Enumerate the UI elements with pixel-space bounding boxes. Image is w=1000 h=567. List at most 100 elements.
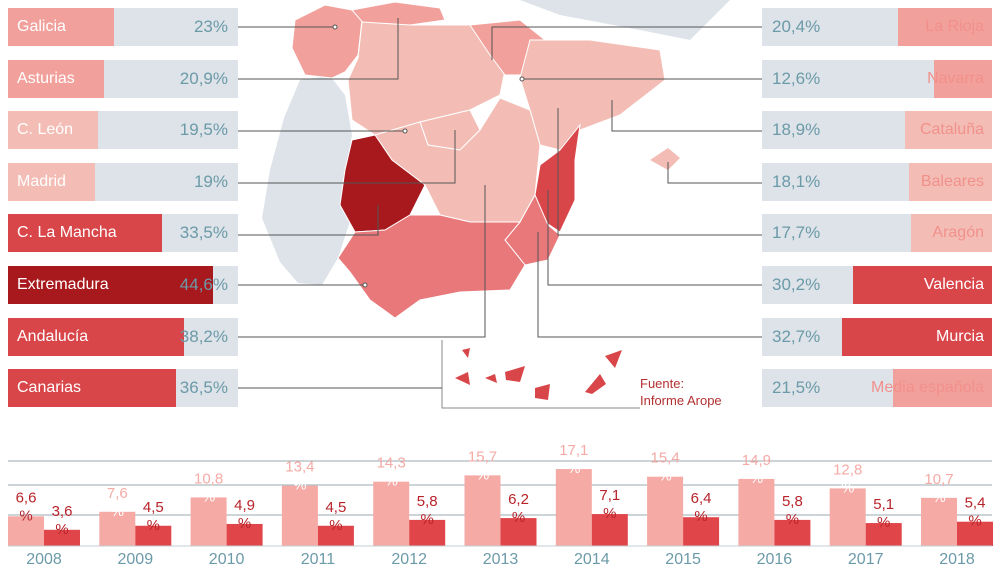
unit-label-series-1: % <box>567 460 580 477</box>
region-row: Asturias 20,9% <box>8 59 238 98</box>
data-label-series-1: 10,7 <box>924 471 953 488</box>
region-row: Cataluña 18,9% <box>762 111 992 150</box>
leader-lines <box>238 18 762 389</box>
bar-series-1 <box>921 497 957 546</box>
unit-label-series-1: % <box>111 503 124 520</box>
region-value-bar <box>893 369 992 408</box>
region-value-bar <box>934 59 992 98</box>
region-name: Andalucía <box>17 327 89 345</box>
data-label-series-1: 17,1 <box>559 442 588 459</box>
data-label-series-2: 3,6 <box>52 503 73 520</box>
region-percent: 32,7% <box>772 326 821 346</box>
data-label-series-2: 5,1 <box>873 496 894 513</box>
region-name: La Rioja <box>925 18 984 35</box>
region-row: Canarias 36,5% <box>8 369 238 408</box>
unit-label-series-2: % <box>786 511 799 528</box>
region-row: Murcia 32,7% <box>762 317 992 356</box>
data-label-series-1: 13,4 <box>285 459 314 476</box>
region-percent: 12,6% <box>772 68 821 88</box>
bar-series-2 <box>226 523 263 546</box>
year-tick-label: 2017 <box>848 551 884 567</box>
data-label-series-2: 6,2 <box>508 491 529 508</box>
region-value-bar <box>8 369 176 408</box>
region-value-bar <box>853 266 992 304</box>
bar-series-2 <box>44 529 80 546</box>
region-name: Extremadura <box>17 276 109 293</box>
bar-series-2 <box>135 525 172 546</box>
data-label-series-1: 7,6 <box>107 485 128 502</box>
unit-label-series-2: % <box>603 505 616 522</box>
bar-series-1 <box>281 485 318 546</box>
unit-label-series-1: % <box>932 489 945 506</box>
unit-label-series-1: % <box>293 477 306 494</box>
region-name: Cataluña <box>919 121 984 139</box>
year-tick-label: 2015 <box>665 551 701 567</box>
region-value-bar <box>8 162 96 201</box>
region-percent: 23% <box>193 17 228 36</box>
data-label-series-1: 10,8 <box>194 470 223 487</box>
region-row: Media española 21,5% <box>762 369 992 408</box>
bar-series-2 <box>409 519 446 546</box>
unit-label-series-2: % <box>329 517 342 534</box>
unit-label-series-2: % <box>147 517 160 534</box>
data-label-series-1: 6,6 <box>16 489 37 506</box>
region-name: Aragón <box>932 224 984 242</box>
unit-label-series-2: % <box>968 513 981 530</box>
unit-label-series-1: % <box>19 507 32 524</box>
region-galicia <box>291 4 363 79</box>
region-castilla-la-mancha <box>374 97 541 223</box>
region-name: C. La Mancha <box>17 224 117 242</box>
data-label-series-1: 14,9 <box>742 452 771 469</box>
bar-series-1 <box>99 511 136 546</box>
canarias-frame <box>441 340 640 409</box>
region-row: C. León 19,5% <box>8 111 238 150</box>
region-percent: 21,5% <box>772 378 821 398</box>
france-shape <box>520 0 730 40</box>
data-label-series-2: 7,1 <box>599 487 620 504</box>
region-value-bar <box>898 8 992 46</box>
source-label: Fuente: <box>640 376 685 391</box>
leader-dots <box>332 24 525 288</box>
region-value-bar <box>908 162 992 201</box>
region-name: Galicia <box>17 18 66 35</box>
bar-series-2 <box>591 514 628 546</box>
region-aragon-cataluna <box>519 39 666 151</box>
region-value-bar <box>841 317 992 356</box>
region-row: Extremadura 44,6% <box>8 266 238 304</box>
bar-series-1 <box>8 516 44 546</box>
region-value-bar <box>8 8 114 46</box>
unit-label-series-2: % <box>421 511 434 528</box>
unit-label-series-1: % <box>841 479 854 496</box>
region-name: Valencia <box>923 276 984 293</box>
region-name: Navarra <box>927 69 984 87</box>
region-percent: 20,9% <box>179 68 228 88</box>
unit-label-series-1: % <box>476 466 489 483</box>
region-name: Madrid <box>17 172 66 190</box>
bar-series-2 <box>957 521 993 546</box>
unit-label-series-1: % <box>202 488 215 505</box>
bar-series-1 <box>190 497 227 546</box>
unit-label-series-2: % <box>877 514 890 531</box>
year-tick-label: 2013 <box>483 551 519 567</box>
region-name: C. León <box>17 121 74 139</box>
year-tick-label: 2016 <box>757 551 793 567</box>
region-name: Murcia <box>935 327 984 345</box>
bar-series-1 <box>647 476 684 546</box>
source-note: Fuente: Informe Arope <box>640 375 722 409</box>
unit-label-series-2: % <box>694 508 707 525</box>
data-label-series-1: 12,8 <box>833 461 862 478</box>
region-percent: 44,6% <box>179 275 228 294</box>
data-label-series-2: 4,5 <box>325 499 346 516</box>
data-label-series-2: 6,4 <box>691 490 712 507</box>
unit-label-series-1: % <box>658 468 671 485</box>
region-row: C. La Mancha 33,5% <box>8 214 238 253</box>
data-label-series-1: 15,4 <box>650 450 679 467</box>
data-label-series-1: 14,3 <box>377 455 406 472</box>
year-tick-label: 2018 <box>939 551 975 567</box>
region-percent: 38,2% <box>179 326 228 346</box>
region-percent: 30,2% <box>772 275 821 294</box>
region-value-bar <box>905 111 992 150</box>
region-value-bar <box>910 214 992 253</box>
bar-series-2 <box>317 525 354 546</box>
region-percent: 33,5% <box>179 223 228 243</box>
